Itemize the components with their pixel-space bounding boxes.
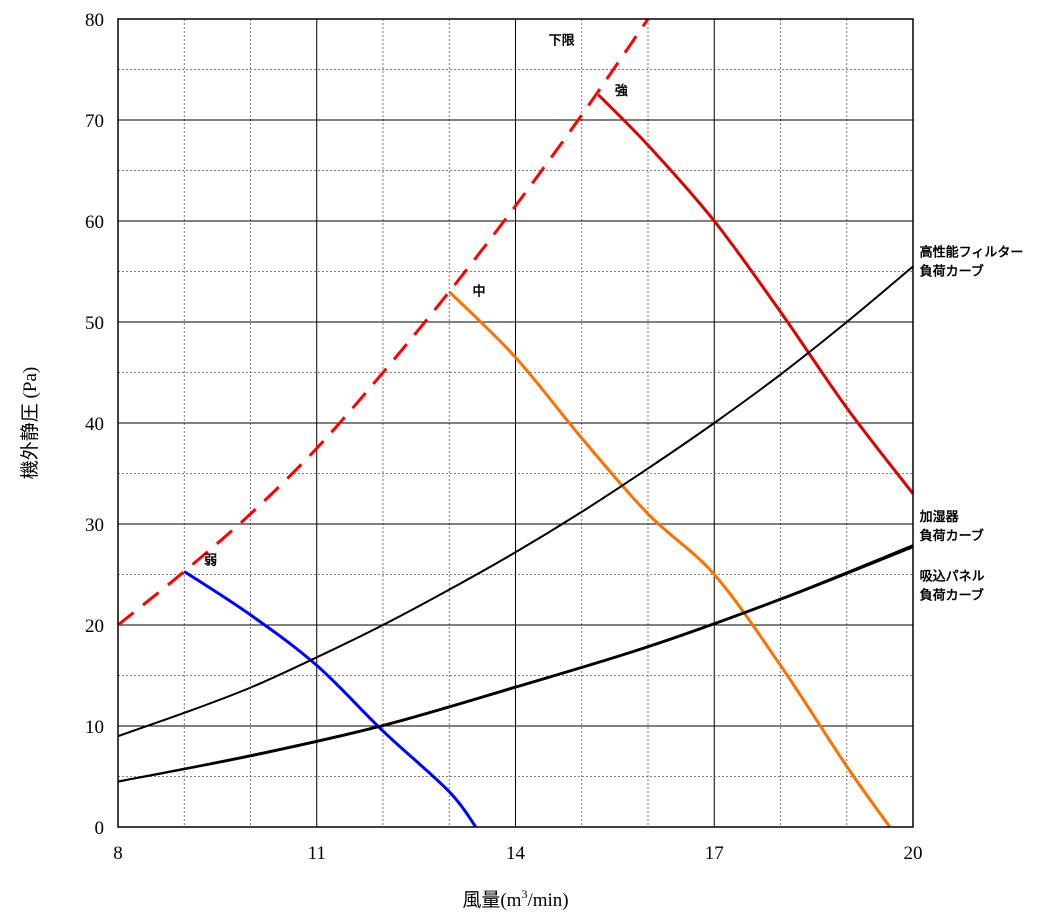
y-tick-label: 20 [85, 616, 104, 637]
plot-frame [117, 18, 914, 828]
x-tick-label: 17 [705, 843, 724, 864]
annotation-hepa: 高性能フィルター負荷カーブ [920, 244, 1024, 279]
y-tick-label: 60 [85, 212, 104, 233]
y-tick-label: 50 [85, 313, 104, 334]
y-tick-label: 80 [85, 10, 104, 31]
series-line [597, 93, 915, 495]
grid [118, 19, 913, 827]
x-axis-title-sup: 3 [521, 887, 527, 901]
annotation-line: 負荷カーブ [920, 528, 984, 544]
annotation-line: 強 [615, 83, 628, 99]
annotation-line: 負荷カーブ [920, 263, 984, 279]
annotation-lower: 下限 [549, 33, 576, 48]
x-tick-label: 8 [113, 843, 123, 864]
y-axis-title: 機外静圧 (Pa) [19, 367, 41, 479]
annotation-line: 高性能フィルター [920, 244, 1024, 260]
annotation-line: 下限 [549, 33, 576, 48]
annotation-mid: 中 [472, 284, 485, 300]
y-tick-label: 30 [85, 515, 104, 536]
annotation-line: 吸込パネル [920, 569, 985, 585]
annotation-weak: 弱 [204, 552, 217, 568]
series-layer [117, 18, 915, 828]
annotation-humid: 加湿器負荷カーブ [919, 510, 984, 544]
series-line [117, 265, 914, 738]
tick-labels: 8 11 14 17 20 0 10 20 30 40 50 60 70 80 [85, 10, 923, 864]
annotation-strong: 強 [615, 83, 628, 99]
annotation-line: 弱 [204, 552, 217, 568]
annotation-line: 負荷カーブ [920, 588, 984, 604]
x-axis-title-main: 風量(m [462, 890, 521, 911]
annotation-panel: 吸込パネル負荷カーブ [920, 569, 985, 604]
x-tick-label: 14 [506, 843, 526, 864]
series-line [448, 290, 892, 828]
y-tick-label: 40 [85, 414, 104, 435]
annotation-line: 中 [472, 284, 485, 300]
y-tick-label: 10 [85, 717, 104, 738]
y-tick-label: 70 [85, 111, 104, 132]
x-axis-title-tail: /min) [527, 890, 568, 911]
series-line [183, 570, 477, 828]
series-line [117, 544, 914, 783]
x-tick-label: 11 [308, 843, 326, 864]
x-axis-title: 風量(m3/min) [462, 887, 568, 911]
annotation-line: 加湿器 [919, 510, 960, 525]
y-tick-label: 0 [95, 818, 105, 839]
x-tick-label: 20 [904, 843, 923, 864]
series-line [117, 18, 650, 627]
